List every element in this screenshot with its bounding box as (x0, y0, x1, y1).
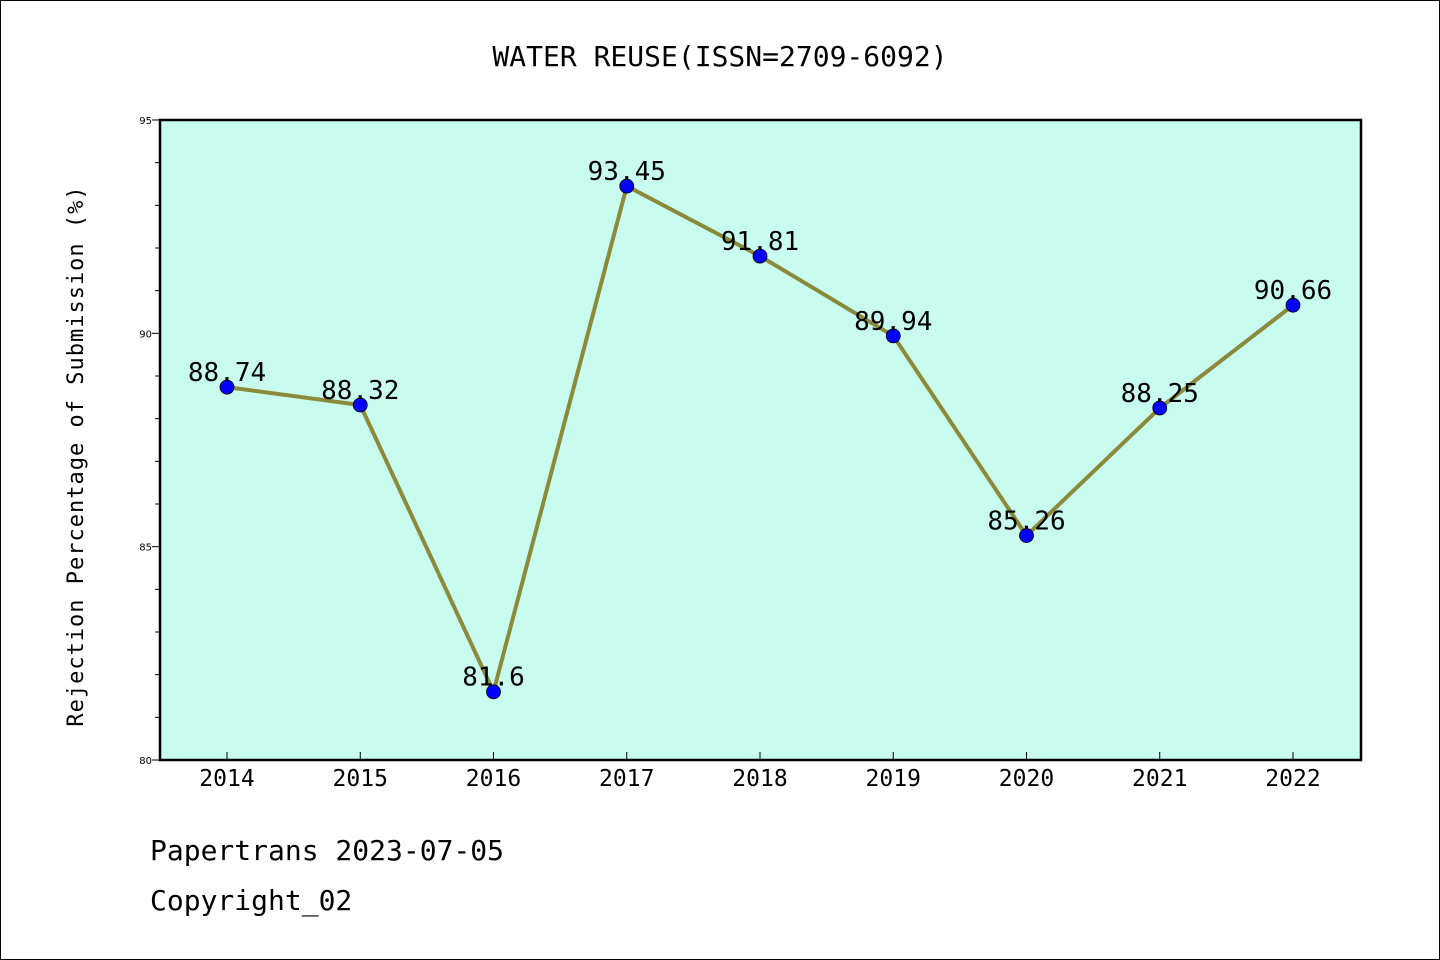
y-axis-ticks: 80 85 90 95 (139, 116, 160, 767)
data-point (619, 178, 635, 194)
data-point (1019, 528, 1034, 543)
x-tick-label: 2016 (466, 766, 521, 792)
data-point (885, 328, 901, 344)
data-point (219, 379, 235, 395)
data-label: 93.45 (588, 157, 666, 187)
x-tick-label: 2018 (732, 766, 787, 792)
footer-copyright: Copyright_02 (150, 884, 353, 917)
y-tick-label: 85 (139, 543, 152, 554)
data-label: 88.74 (188, 358, 266, 388)
y-tick-label: 95 (139, 116, 152, 127)
x-tick-label: 2017 (599, 766, 654, 792)
y-axis-label: Rejection Percentage of Submission (%) (64, 185, 89, 726)
x-tick-label: 2015 (333, 766, 388, 792)
x-tick-label: 2014 (199, 766, 254, 792)
data-label: 85.26 (987, 507, 1065, 537)
data-point (752, 248, 768, 264)
x-tick-label: 2019 (866, 766, 921, 792)
data-label: 91.81 (721, 227, 799, 257)
x-tick-label: 2022 (1265, 766, 1320, 792)
data-point (486, 684, 501, 700)
chart-title: WATER REUSE(ISSN=2709-6092) (492, 40, 947, 73)
series-rejection-rate (219, 178, 1301, 700)
data-label: 81.6 (462, 663, 525, 693)
data-label: 88.25 (1121, 379, 1199, 409)
data-point (352, 397, 368, 413)
data-point (1285, 297, 1301, 313)
data-label: 90.66 (1254, 276, 1332, 306)
x-tick-label: 2020 (999, 766, 1054, 792)
data-label: 89.94 (854, 307, 932, 337)
y-tick-label: 80 (139, 756, 152, 767)
data-point (1152, 400, 1168, 416)
data-labels: 88.74 88.32 81.6 93.45 91.81 89.94 85.26 88.25 9… (188, 157, 1332, 693)
data-label: 88.32 (321, 376, 399, 406)
x-axis-ticks: 2014 2015 2016 2017 2018 2019 2020 2021 2022 (199, 752, 1321, 792)
plot-area (158, 118, 1363, 762)
footer-date: Papertrans 2023-07-05 (150, 834, 505, 867)
x-tick-label: 2021 (1132, 766, 1187, 792)
y-tick-label: 90 (139, 329, 152, 340)
